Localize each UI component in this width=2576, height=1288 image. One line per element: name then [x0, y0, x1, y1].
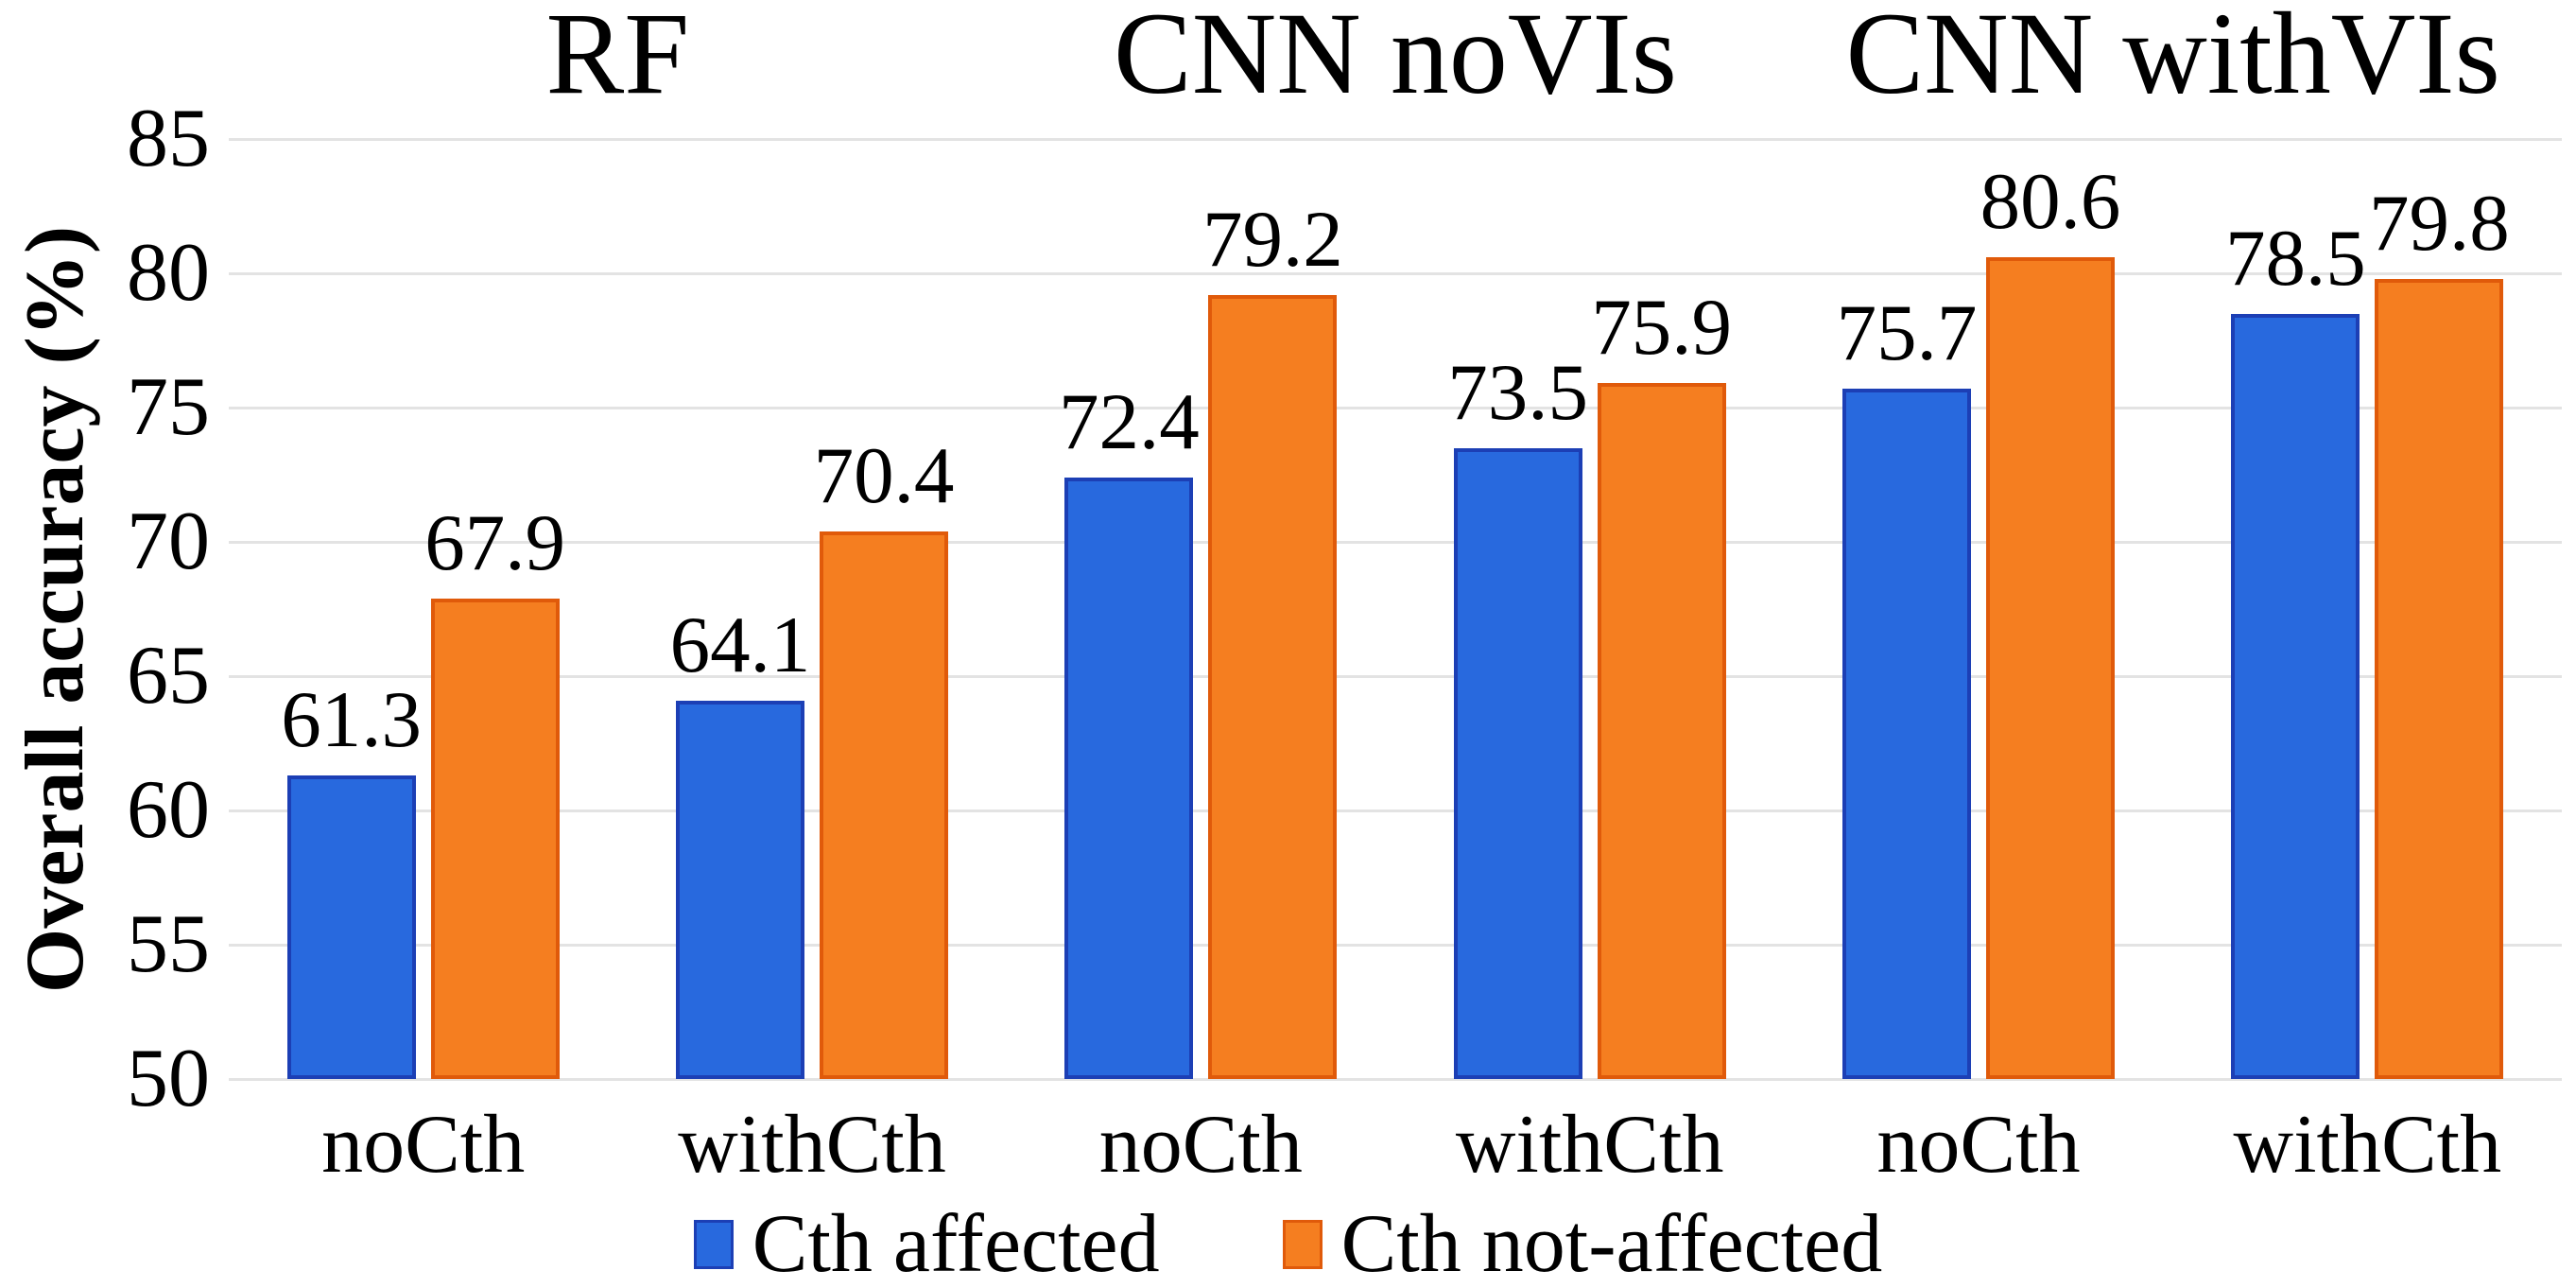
gridline-60 — [229, 809, 2562, 812]
x-label-5-withCth: withCth — [2233, 1099, 2502, 1191]
x-label-1-withCth: withCth — [678, 1099, 946, 1191]
gridline-75 — [229, 406, 2562, 409]
bar-noCth-0 — [1842, 389, 1971, 1079]
bar-noCth-1 — [430, 598, 560, 1079]
bar-value-label: 64.1 — [669, 600, 811, 689]
y-tick-label-75: 75 — [127, 361, 210, 453]
bar-withCth-1 — [2375, 278, 2504, 1079]
bar-value-label: 72.4 — [1058, 376, 1200, 466]
legend-label-1: Cth not-affected — [1340, 1198, 1883, 1288]
y-tick-label-65: 65 — [127, 630, 210, 722]
y-tick-label-80: 80 — [127, 227, 210, 319]
bar-withCth-0 — [2231, 313, 2360, 1079]
bar-value-label: 75.9 — [1591, 283, 1733, 373]
bar-withCth-0 — [676, 700, 804, 1079]
section-title-0: RF — [545, 0, 690, 118]
bar-value-label: 75.7 — [1836, 288, 1978, 378]
bar-value-label: 73.5 — [1447, 347, 1589, 437]
gridline-55 — [229, 943, 2562, 947]
gridline-65 — [229, 674, 2562, 678]
y-tick-label-55: 55 — [127, 898, 210, 990]
bar-withCth-0 — [1453, 447, 1582, 1079]
x-axis-labels: noCth withCth noCth withCth noCth withCth — [229, 1100, 2562, 1194]
x-label-3-withCth: withCth — [1455, 1099, 1724, 1191]
legend: Cth affected Cth not-affected — [0, 1201, 2576, 1288]
section-title-1: CNN noVIs — [1114, 0, 1677, 118]
legend-item-0: Cth affected — [693, 1198, 1160, 1288]
x-label-2-noCth: noCth — [1098, 1099, 1303, 1191]
bar-value-label: 79.8 — [2368, 178, 2510, 268]
gridline-70 — [229, 540, 2562, 544]
bar-noCth-0 — [1064, 477, 1194, 1079]
legend-swatch-1 — [1282, 1220, 1323, 1269]
bar-noCth-1 — [1208, 294, 1338, 1079]
bar-value-label: 79.2 — [1202, 194, 1343, 284]
bar-value-label: 67.9 — [424, 497, 566, 587]
bar-value-label: 78.5 — [2224, 213, 2366, 303]
legend-label-0: Cth affected — [752, 1198, 1160, 1288]
gridline-80 — [229, 271, 2562, 275]
bar-withCth-1 — [820, 531, 948, 1079]
y-axis-title: Overall accuracy (%) — [9, 225, 102, 993]
plot-area: 61.3 64.1 72.4 73.5 75.7 78.5 67.9 70.4 79.2 75.9… — [229, 137, 2562, 1081]
x-label-0-noCth: noCth — [321, 1099, 526, 1191]
bar-value-label: 80.6 — [1980, 156, 2121, 246]
gridline-85 — [229, 137, 2562, 141]
gridline-50 — [229, 1077, 2562, 1081]
y-tick-label-70: 70 — [127, 496, 210, 587]
bar-noCth-1 — [1986, 256, 2115, 1079]
legend-item-1: Cth not-affected — [1282, 1198, 1883, 1288]
bar-noCth-0 — [286, 775, 416, 1079]
bar-value-label: 70.4 — [813, 430, 955, 520]
bar-value-label: 61.3 — [281, 675, 423, 765]
bar-withCth-1 — [1597, 383, 1726, 1079]
x-label-4-noCth: noCth — [1876, 1099, 2081, 1191]
legend-swatch-0 — [693, 1220, 734, 1269]
y-tick-label-60: 60 — [127, 764, 210, 856]
y-tick-label-85: 85 — [127, 93, 210, 184]
section-title-2: CNN withVIs — [1845, 0, 2500, 118]
y-tick-label-50: 50 — [127, 1033, 210, 1124]
